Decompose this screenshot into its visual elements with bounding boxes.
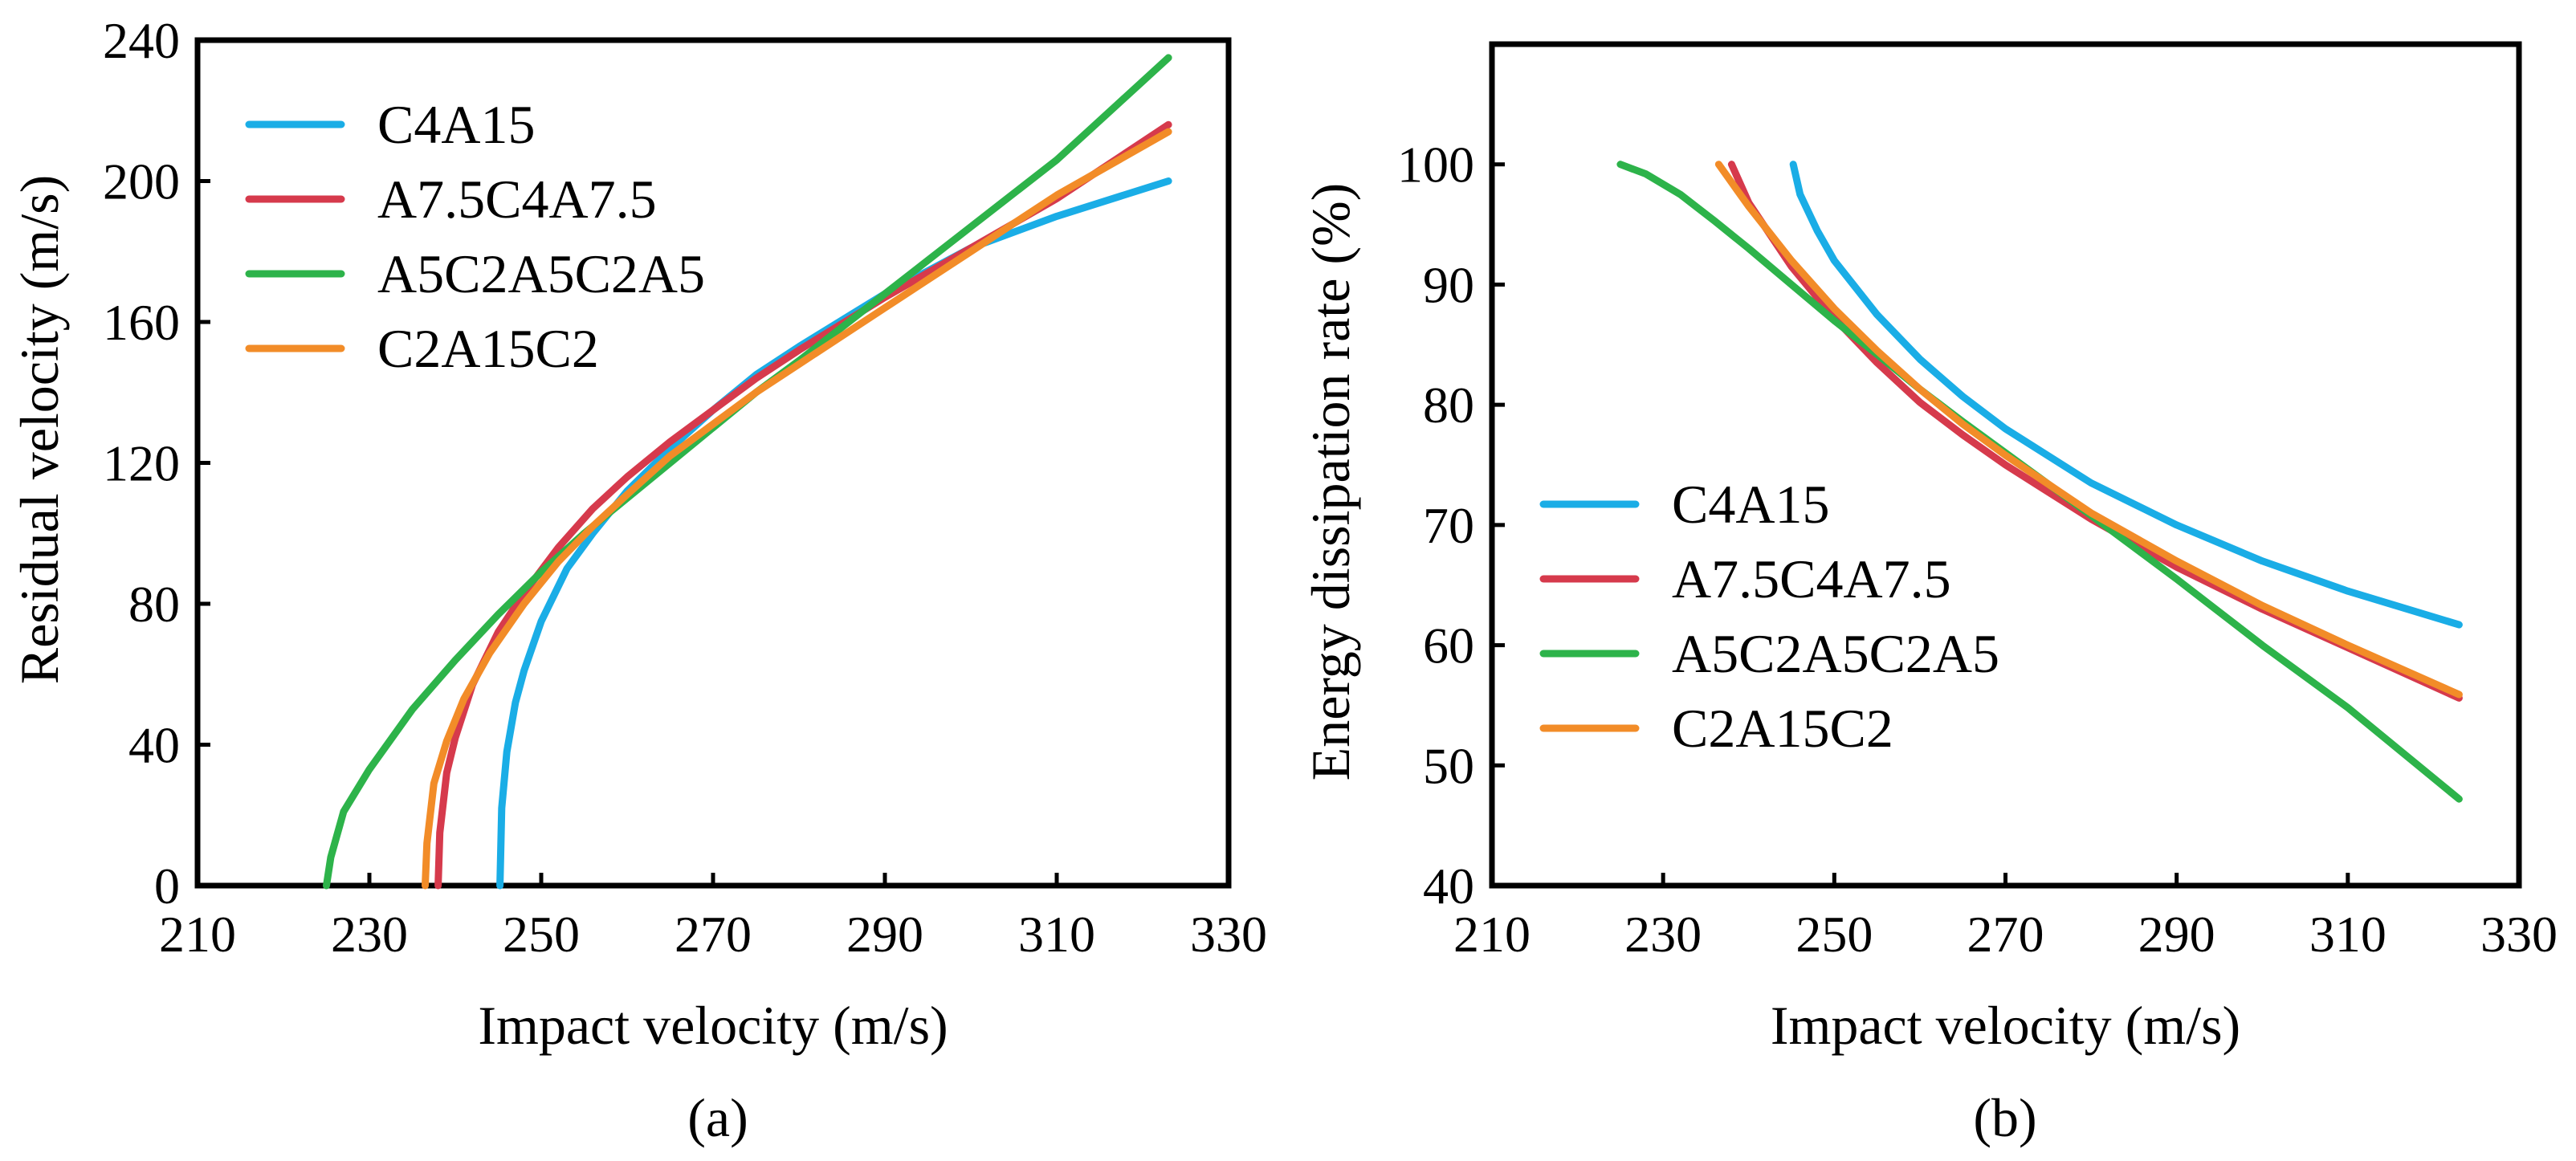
panel-b-energy-dissipation-chart: 210 230 250 270 290 310 330 40 50 60 70 80 90 100 Impa…	[1300, 41, 2558, 1056]
panel-b-y-tick-label: 100	[1397, 136, 1474, 194]
panel-b-label: (b)	[1973, 1087, 2036, 1148]
panel-a-y-tick-label: 0	[154, 858, 180, 915]
panel-a-y-tick-label: 120	[103, 435, 180, 492]
panel-b-y-tick-label: 80	[1423, 377, 1474, 434]
panel-a-plot-frame	[194, 37, 1232, 889]
panel-a-y-tick-label: 160	[103, 294, 180, 351]
panel-a-series-line-a7-5c4a7-5	[434, 120, 1172, 890]
panel-a-series-line-c2a15c2	[422, 128, 1172, 890]
panel-b-x-tick-label: 230	[1624, 906, 1702, 963]
panel-b-legend-label: C2A15C2	[1672, 698, 1893, 759]
panel-b-x-tick-label: 270	[1967, 906, 2044, 963]
panel-b-y-tick-label: 90	[1423, 256, 1474, 313]
panel-b-y-tick-label: 70	[1423, 497, 1474, 554]
panel-a-y-tick-label: 240	[103, 12, 180, 69]
panel-b-y-tick-label: 50	[1423, 737, 1474, 794]
panel-a-x-tick-label: 270	[675, 906, 752, 963]
panel-b-x-tick-label: 330	[2480, 906, 2558, 963]
panel-a-x-axis-title: Impact velocity (m/s)	[478, 995, 948, 1056]
panel-b-y-tick-label: 40	[1423, 858, 1474, 915]
panel-b-series-line-c4a15	[1789, 161, 2463, 629]
panel-b-series-line-a7-5c4a7-5	[1727, 161, 2463, 702]
panel-b-x-tick-label: 310	[2309, 906, 2386, 963]
panel-b-legend-label: C4A15	[1672, 474, 1829, 535]
panel-b-series-line-c2a15c2	[1714, 161, 2463, 699]
panel-a-x-tick-label: 310	[1018, 906, 1095, 963]
panel-a-y-tick-label: 80	[128, 576, 180, 633]
panel-b-y-tick-label: 60	[1423, 617, 1474, 674]
panel-a-x-tick-label: 230	[331, 906, 408, 963]
panel-b-y-axis-title: Energy dissipation rate (%)	[1300, 183, 1361, 781]
panel-a-x-tick-label: 330	[1190, 906, 1267, 963]
panel-a-legend-label: C2A15C2	[377, 318, 599, 379]
panel-a-legend-label: A7.5C4A7.5	[377, 169, 657, 230]
panel-b-x-axis-title: Impact velocity (m/s)	[1771, 995, 2240, 1056]
panel-b-x-tick-label: 250	[1795, 906, 1873, 963]
panel-a-legend-label: A5C2A5C2A5	[377, 243, 705, 304]
panel-a-residual-velocity-chart: 210 230 250 270 290 310 330 0 40 80 120 160 200 240 Im…	[9, 12, 1267, 1056]
panel-a-legend-label: C4A15	[377, 94, 535, 155]
panel-a-label: (a)	[687, 1087, 748, 1148]
panel-a-y-axis-title: Residual velocity (m/s)	[9, 175, 70, 685]
panel-b-legend-label: A5C2A5C2A5	[1672, 623, 1999, 684]
panel-b-legend-label: A7.5C4A7.5	[1672, 548, 1951, 609]
panel-a-y-tick-label: 40	[128, 717, 180, 774]
panel-a-x-tick-label: 250	[503, 906, 580, 963]
panel-a-y-tick-label: 200	[103, 153, 180, 210]
panel-b-x-tick-label: 290	[2138, 906, 2215, 963]
panel-a-x-tick-label: 210	[159, 906, 236, 963]
panel-a-x-tick-label: 290	[846, 906, 923, 963]
panel-b-x-tick-label: 210	[1453, 906, 1531, 963]
